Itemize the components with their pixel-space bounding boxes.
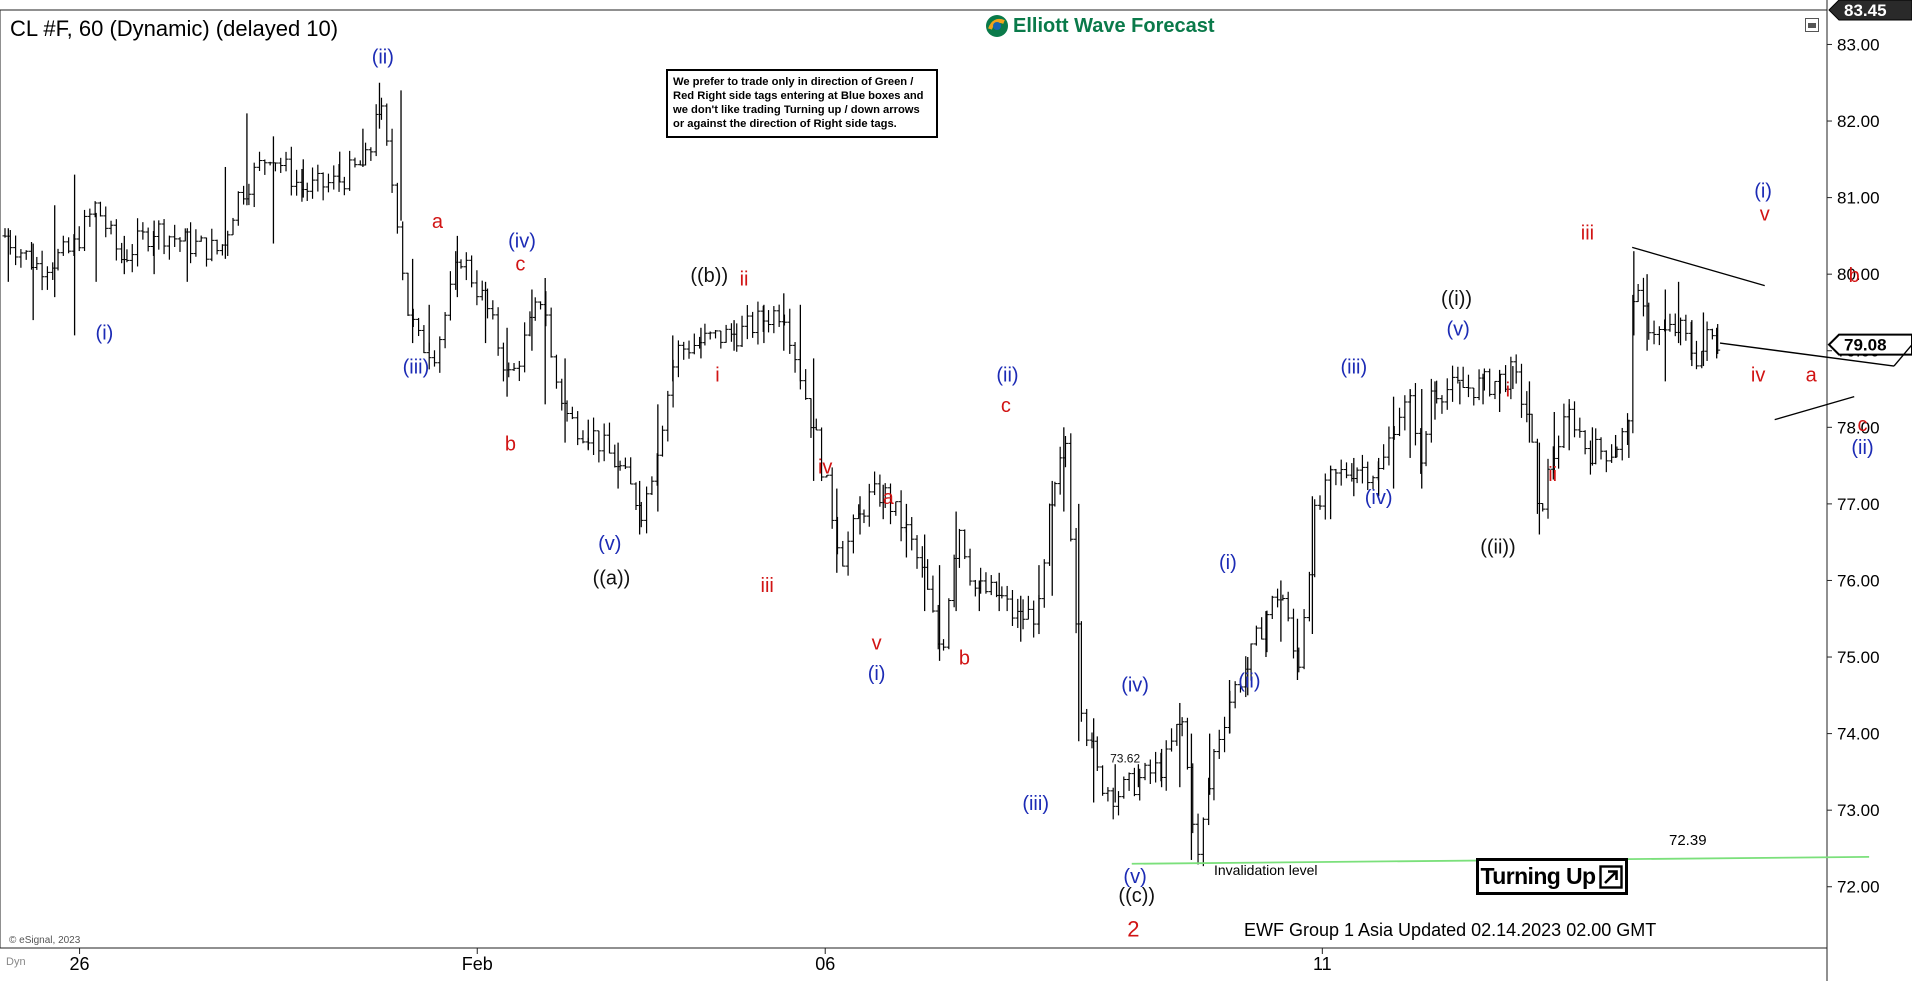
- wave-label: iii: [761, 575, 774, 597]
- wave-label: i: [1506, 380, 1510, 402]
- wave-label: (i): [96, 322, 114, 344]
- turning-up-label: Turning Up: [1480, 863, 1597, 889]
- arrow-up-right-icon: [1599, 864, 1624, 889]
- wave-label: (v): [1123, 866, 1146, 888]
- wave-label: iii: [1581, 223, 1594, 245]
- wave-label: b: [959, 648, 970, 670]
- trading-note: We prefer to trade only in direction of …: [666, 69, 938, 138]
- logo: Elliott Wave Forecast: [985, 14, 1215, 38]
- y-tick-label: 83.00: [1837, 35, 1880, 54]
- wave-label: v: [1760, 204, 1770, 226]
- price-badge-shape: [1827, 333, 1912, 356]
- y-tick-label: 77.00: [1837, 495, 1880, 514]
- triangle-upper-line: [1631, 246, 1765, 287]
- wave-label: iv: [1751, 364, 1765, 386]
- wave-label: (iii): [403, 357, 430, 379]
- wave-label: ((b)): [690, 265, 728, 287]
- x-tick-label: 26: [70, 954, 90, 974]
- wave-label: (ii): [996, 364, 1018, 386]
- wave-label: (i): [1754, 181, 1772, 203]
- y-tick-label: 82.00: [1837, 112, 1880, 131]
- wave-label: b: [1849, 265, 1860, 287]
- ewf-logo-icon: [986, 15, 1008, 37]
- price-badge-high: 83.45: [1828, 0, 1912, 21]
- chart-title: CL #F, 60 (Dynamic) (delayed 10): [10, 16, 339, 41]
- invalidation-value: 72.39: [1669, 832, 1707, 849]
- wave-label: 2: [1127, 917, 1139, 942]
- dyn-label: Dyn: [6, 956, 26, 968]
- wave-label: a: [432, 211, 444, 233]
- wave-label: (ii): [1238, 671, 1260, 693]
- wave-label: (i): [868, 663, 886, 685]
- wave-label: i: [715, 364, 719, 386]
- y-tick-label: 72.00: [1837, 878, 1880, 897]
- x-tick-label: Feb: [462, 954, 493, 974]
- wave-label: (iii): [1340, 357, 1367, 379]
- wave-label: b: [505, 433, 516, 455]
- wave-label: 73.62: [1110, 752, 1140, 766]
- price-badge-last: 79.08: [1827, 333, 1912, 356]
- y-tick-label: 80.00: [1837, 265, 1880, 284]
- wave-label: (iv): [1121, 674, 1149, 696]
- wave-label: (ii): [372, 47, 394, 69]
- wave-label: (iii): [1022, 793, 1049, 815]
- projection-path: [1893, 343, 1912, 367]
- wave-label: c: [515, 253, 525, 275]
- price-badge-shape: [1828, 0, 1912, 21]
- y-tick-label: 81.00: [1837, 189, 1880, 208]
- turning-up-badge: Turning Up: [1476, 858, 1628, 895]
- x-tick-label: 06: [815, 954, 835, 974]
- maximize-icon[interactable]: [1805, 18, 1819, 32]
- wave-label: c: [1858, 414, 1868, 436]
- y-tick-label: 74.00: [1837, 725, 1880, 744]
- wave-label: (v): [598, 533, 621, 555]
- wave-label: a: [1806, 364, 1818, 386]
- price-badge-label: 83.45: [1844, 1, 1887, 20]
- wave-label: (v): [1447, 318, 1470, 340]
- wave-label: (ii): [1851, 437, 1873, 459]
- wave-label: ((i)): [1441, 288, 1472, 310]
- y-tick-label: 75.00: [1837, 648, 1880, 667]
- wave-label: ii: [740, 269, 749, 291]
- wave-label: ((a)): [593, 567, 631, 589]
- triangle-lower-line: [1774, 396, 1855, 421]
- wave-label: iv: [818, 456, 832, 478]
- y-tick-label: 78.00: [1837, 418, 1880, 437]
- wave-label: ((ii)): [1480, 537, 1516, 559]
- plot-frame: [0, 9, 1828, 949]
- projection-start: [1719, 342, 1895, 367]
- price-badge-label: 79.08: [1844, 336, 1887, 355]
- wave-label: a: [883, 487, 895, 509]
- wave-label: v: [872, 632, 882, 654]
- y-tick-label: 73.00: [1837, 801, 1880, 820]
- wave-label: c: [1001, 395, 1011, 417]
- wave-label: (iv): [508, 230, 536, 252]
- update-footer: EWF Group 1 Asia Updated 02.14.2023 02.0…: [1244, 920, 1657, 940]
- x-tick-label: 11: [1313, 954, 1332, 974]
- y-tick-label: 76.00: [1837, 571, 1880, 590]
- wave-label: (i): [1219, 552, 1237, 574]
- wave-label: ii: [1548, 464, 1557, 486]
- invalidation-label: Invalidation level: [1214, 862, 1318, 878]
- wave-label: ((c)): [1118, 885, 1155, 907]
- wave-label: (iv): [1365, 487, 1393, 509]
- copyright: © eSignal, 2023: [9, 935, 81, 946]
- logo-text: Elliott Wave Forecast: [1013, 14, 1215, 37]
